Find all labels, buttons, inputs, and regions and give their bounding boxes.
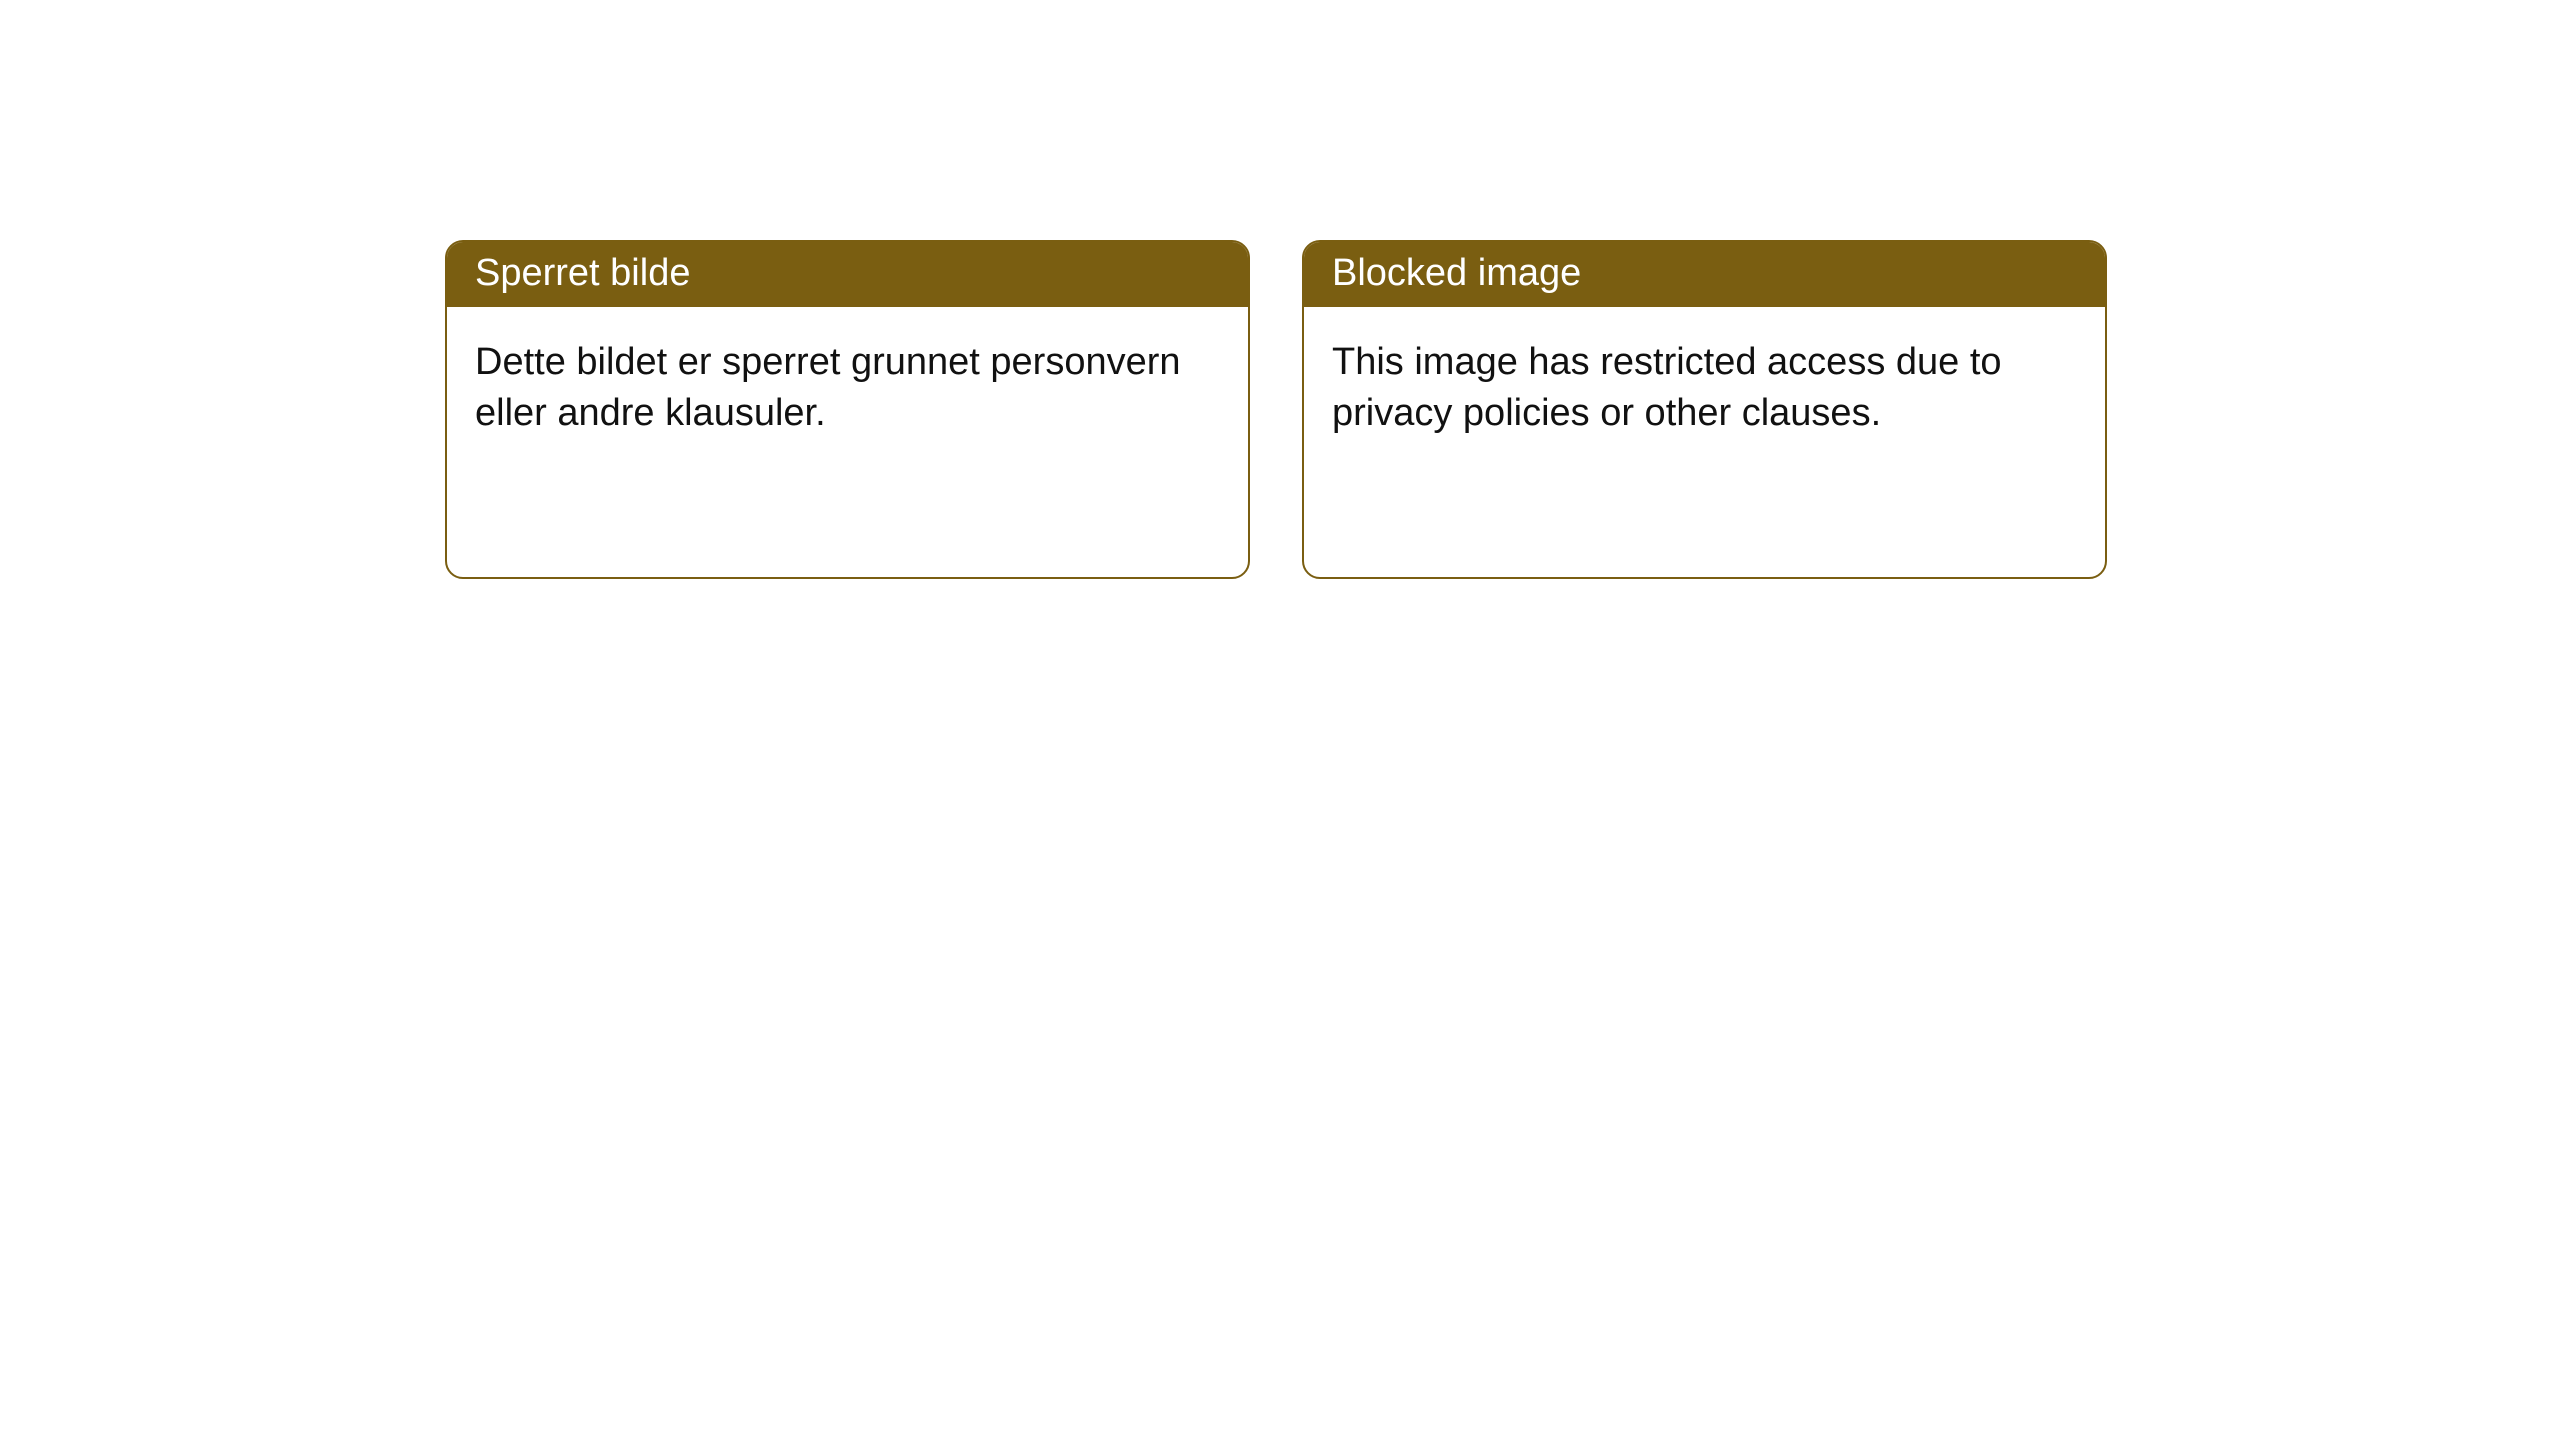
notice-card-norwegian: Sperret bilde Dette bildet er sperret gr…	[445, 240, 1250, 579]
notice-card-title: Sperret bilde	[447, 242, 1248, 307]
notice-card-title: Blocked image	[1304, 242, 2105, 307]
notice-card-english: Blocked image This image has restricted …	[1302, 240, 2107, 579]
notice-card-body: This image has restricted access due to …	[1304, 307, 2105, 577]
notice-cards-container: Sperret bilde Dette bildet er sperret gr…	[445, 240, 2107, 579]
notice-card-body: Dette bildet er sperret grunnet personve…	[447, 307, 1248, 577]
